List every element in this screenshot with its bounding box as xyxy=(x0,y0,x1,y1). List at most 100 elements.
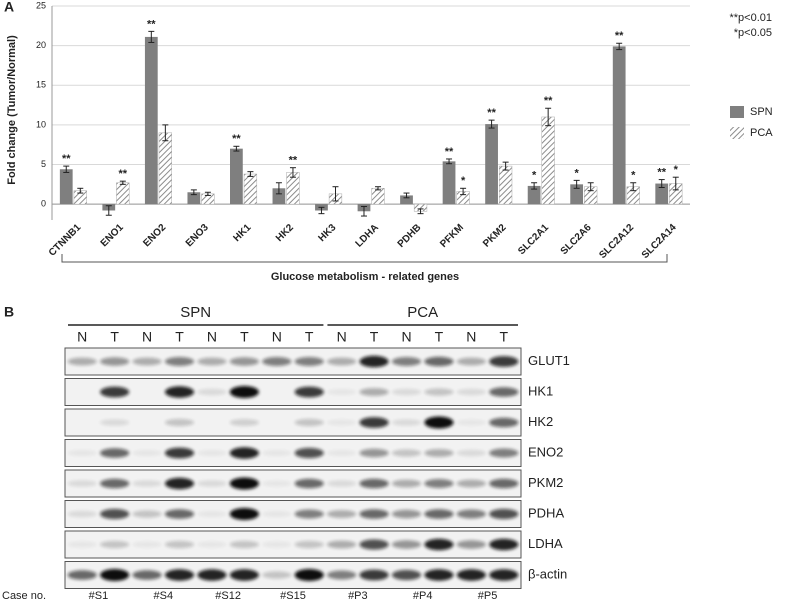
x-tick-label: PKM2 xyxy=(481,222,509,250)
bar xyxy=(655,183,669,205)
case-header: Case no. xyxy=(2,590,46,602)
band xyxy=(489,387,519,397)
y-tick-label: 20 xyxy=(36,40,46,50)
band xyxy=(456,479,486,488)
lane-label: T xyxy=(500,329,509,345)
band xyxy=(197,510,227,518)
bar xyxy=(541,116,555,205)
bar xyxy=(498,165,513,205)
lane-label: N xyxy=(337,329,347,345)
band xyxy=(229,447,259,459)
band xyxy=(100,448,130,458)
band xyxy=(164,357,195,366)
band xyxy=(424,509,454,519)
band xyxy=(359,448,389,458)
band xyxy=(489,356,519,367)
bar xyxy=(612,46,626,205)
band xyxy=(294,540,324,549)
band xyxy=(327,510,357,518)
legend-swatch xyxy=(730,106,744,118)
x-tick-label: SLC2A6 xyxy=(559,222,594,257)
significance: * xyxy=(532,170,537,182)
band xyxy=(132,480,162,487)
band xyxy=(359,355,389,368)
band xyxy=(327,480,357,487)
band xyxy=(391,509,422,519)
band xyxy=(489,538,519,551)
lane-label: T xyxy=(240,329,249,345)
row-label: β-actin xyxy=(528,566,567,581)
band xyxy=(424,569,454,581)
band xyxy=(67,480,97,487)
band xyxy=(391,357,422,366)
legend-label: SPN xyxy=(750,106,773,118)
band xyxy=(132,510,162,518)
band xyxy=(424,538,454,551)
significance: ** xyxy=(544,95,553,107)
band xyxy=(489,417,519,428)
x-tick-label: SLC2A1 xyxy=(516,222,551,257)
lane-label: N xyxy=(401,329,411,345)
band xyxy=(327,540,357,549)
x-tick-label: ENO1 xyxy=(99,222,126,249)
row-label: PDHA xyxy=(528,505,564,520)
band xyxy=(100,569,130,581)
x-tick-label: LDHA xyxy=(354,222,381,249)
x-tick-label: HK3 xyxy=(317,222,339,244)
x-tick-label: PFKM xyxy=(438,222,466,250)
band xyxy=(262,357,292,366)
y-tick-label: 5 xyxy=(41,159,46,169)
significance: ** xyxy=(232,133,241,145)
band xyxy=(359,388,389,396)
band xyxy=(391,540,422,549)
lane-label: T xyxy=(370,329,379,345)
significance: ** xyxy=(445,146,454,158)
case-label: #S15 xyxy=(280,590,306,602)
y-tick-label: 10 xyxy=(36,119,46,129)
band xyxy=(164,509,195,519)
band xyxy=(262,541,292,548)
case-label: #P5 xyxy=(478,590,498,602)
case-label: #S1 xyxy=(89,590,109,602)
bar xyxy=(187,192,201,205)
note: *p<0.05 xyxy=(734,27,772,39)
band xyxy=(294,418,324,427)
row-label: HK2 xyxy=(528,414,553,429)
band xyxy=(67,357,97,366)
band xyxy=(424,356,454,367)
band xyxy=(197,449,227,457)
band xyxy=(294,386,324,398)
band xyxy=(197,569,227,581)
band xyxy=(327,449,357,457)
band xyxy=(327,388,357,396)
band xyxy=(294,357,324,366)
significance: ** xyxy=(487,107,496,119)
band xyxy=(391,388,422,396)
band xyxy=(132,570,162,580)
lane-label: T xyxy=(435,329,444,345)
band xyxy=(359,478,389,489)
x-tick-label: CTNNB1 xyxy=(47,222,84,259)
band xyxy=(229,419,259,426)
significance: * xyxy=(461,175,466,187)
row-label: ENO2 xyxy=(528,444,563,459)
band xyxy=(327,570,357,580)
y-tick-label: 25 xyxy=(36,0,46,10)
band xyxy=(456,357,486,366)
band xyxy=(67,570,97,580)
band xyxy=(456,509,486,519)
significance: * xyxy=(674,164,679,176)
significance: ** xyxy=(657,166,666,178)
bar xyxy=(230,148,243,205)
band xyxy=(132,449,162,457)
significance: ** xyxy=(119,168,128,180)
row-label: GLUT1 xyxy=(528,353,570,368)
band xyxy=(262,571,292,579)
y-tick-label: 0 xyxy=(41,199,46,209)
bar xyxy=(59,169,73,205)
band xyxy=(197,480,227,487)
x-tick-label: ENO2 xyxy=(141,222,168,249)
lane-label: T xyxy=(175,329,184,345)
lane-label: N xyxy=(207,329,217,345)
